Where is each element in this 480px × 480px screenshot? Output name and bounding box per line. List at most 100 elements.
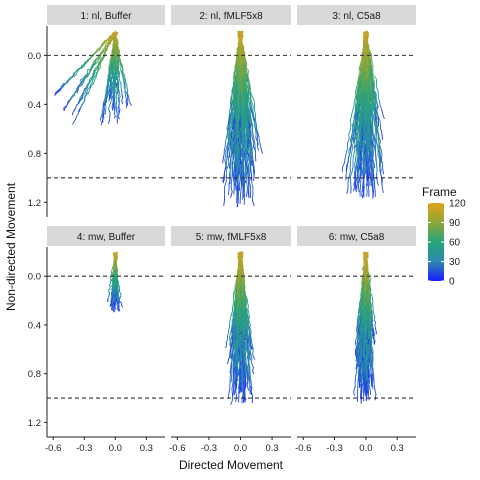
track-segment bbox=[115, 85, 117, 88]
track-segment bbox=[97, 62, 101, 66]
track-segment bbox=[228, 149, 231, 155]
track-segment bbox=[113, 115, 116, 119]
track-segment bbox=[248, 86, 251, 94]
track-segment bbox=[110, 99, 112, 104]
track-segment bbox=[118, 109, 121, 114]
track-segment bbox=[121, 65, 124, 69]
track-segment bbox=[245, 140, 247, 148]
track-segment bbox=[239, 83, 242, 88]
track-segment bbox=[57, 88, 61, 91]
track-segment bbox=[121, 96, 124, 102]
track-segment bbox=[257, 131, 260, 137]
track-segment bbox=[88, 78, 91, 83]
track-segment bbox=[71, 111, 74, 116]
track-segment bbox=[113, 82, 115, 87]
track-segment bbox=[245, 180, 248, 188]
track-segment bbox=[113, 109, 116, 114]
track-segment bbox=[106, 90, 109, 94]
track-segment bbox=[87, 86, 91, 90]
y-tick-label: 0.8 bbox=[28, 149, 41, 160]
track-segment bbox=[100, 121, 103, 126]
track-segment bbox=[243, 108, 246, 113]
track-segment bbox=[247, 99, 250, 105]
track-segment bbox=[111, 45, 114, 51]
track-segment bbox=[254, 146, 257, 153]
track-segment bbox=[117, 112, 120, 118]
track-segment bbox=[74, 105, 77, 111]
track-segment bbox=[373, 119, 376, 126]
track-segment bbox=[93, 68, 97, 72]
track-segment bbox=[113, 100, 115, 106]
track-segment bbox=[82, 79, 85, 84]
track-segment bbox=[238, 65, 241, 73]
track-segment bbox=[256, 146, 260, 151]
y-tick-label: 1.2 bbox=[28, 198, 41, 209]
track-segment bbox=[82, 91, 85, 96]
track-segment bbox=[113, 79, 115, 84]
track-segment bbox=[87, 56, 92, 62]
track-segment bbox=[243, 90, 245, 96]
track-segment bbox=[232, 133, 234, 140]
track-segment bbox=[255, 121, 257, 127]
track-segment bbox=[104, 97, 106, 102]
panel-strip-label: 2: nl, fMLF5x8 bbox=[199, 11, 263, 22]
panel-2: 2: nl, fMLF5x8 bbox=[171, 5, 291, 208]
track-segment bbox=[128, 99, 131, 104]
track-segment bbox=[223, 199, 225, 207]
track-segment bbox=[225, 136, 228, 143]
track-segment bbox=[109, 64, 112, 69]
track-segment bbox=[231, 175, 233, 182]
track-segment bbox=[258, 135, 260, 142]
track-segment bbox=[111, 86, 113, 91]
track-segment bbox=[81, 65, 85, 69]
track-segment bbox=[92, 70, 95, 77]
track-segment bbox=[68, 77, 72, 81]
track-segment bbox=[59, 85, 64, 92]
track-segment bbox=[225, 145, 228, 152]
track-segment bbox=[244, 98, 246, 104]
track-segment bbox=[83, 76, 88, 79]
track-segment bbox=[63, 107, 66, 111]
track-segment bbox=[230, 191, 233, 199]
track-segment bbox=[222, 153, 225, 159]
track-segment bbox=[83, 88, 85, 93]
track-segment bbox=[87, 57, 91, 61]
track-segment bbox=[229, 167, 232, 174]
track-segment bbox=[115, 100, 118, 105]
track-segment bbox=[226, 123, 229, 129]
track-segment bbox=[81, 75, 86, 80]
track-segment bbox=[251, 181, 254, 188]
track-segment bbox=[237, 99, 240, 106]
track-segment bbox=[119, 60, 121, 65]
track-segment bbox=[94, 57, 99, 61]
track-segment bbox=[118, 100, 120, 106]
track-segment bbox=[104, 101, 108, 105]
track-segment bbox=[243, 63, 246, 70]
panel-strip-label: 1: nl, Buffer bbox=[81, 11, 133, 22]
track-segment bbox=[252, 130, 254, 136]
track-segment bbox=[98, 47, 102, 52]
track-segment bbox=[241, 105, 244, 113]
track-segment bbox=[352, 185, 356, 192]
track-segment bbox=[109, 39, 113, 45]
track-segment bbox=[237, 200, 239, 208]
track-segment bbox=[78, 82, 81, 88]
track-segment bbox=[89, 83, 92, 88]
track-segment bbox=[84, 72, 89, 77]
track-segment bbox=[354, 157, 357, 166]
track-segment bbox=[229, 113, 232, 118]
track-segment bbox=[252, 105, 254, 112]
tracks bbox=[54, 30, 132, 126]
panels-layer: 1: nl, Buffer 0.0 0.4 0.8 1.2 2: nl, fMLF5x8 3… bbox=[28, 5, 416, 454]
track-segment bbox=[115, 62, 118, 68]
track-segment bbox=[114, 103, 116, 108]
track-segment bbox=[80, 97, 84, 101]
track-segment bbox=[108, 37, 111, 42]
track-segment bbox=[120, 87, 123, 92]
track-segment bbox=[96, 65, 99, 69]
track-segment bbox=[109, 102, 112, 106]
track-segment bbox=[240, 137, 242, 143]
track-segment bbox=[258, 140, 261, 146]
track-segment bbox=[243, 97, 245, 104]
track-segment bbox=[224, 159, 227, 167]
